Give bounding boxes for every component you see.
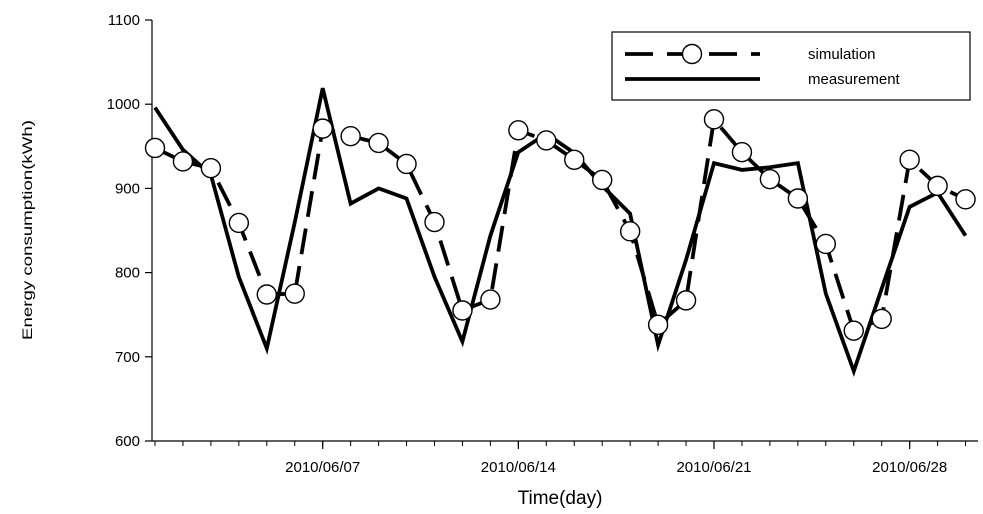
- legend-label-measurement: measurement: [808, 71, 901, 88]
- simulation-point: [564, 149, 585, 170]
- y-axis-title: Energy consumption(kWh): [19, 120, 35, 340]
- simulation-point: [508, 120, 529, 141]
- y-tick-label: 700: [115, 349, 140, 366]
- simulation-point: [256, 284, 277, 305]
- simulation-point: [675, 290, 697, 311]
- simulation-point: [368, 132, 389, 154]
- y-tick-label: 800: [115, 265, 140, 282]
- simulation-point: [899, 149, 920, 170]
- simulation-point: [619, 221, 641, 242]
- series-line-simulation: [154, 115, 967, 334]
- axes: 600 700 800 900 1000 1100 2010/06/07 2010/06/14…: [107, 12, 978, 476]
- simulation-point: [144, 137, 166, 159]
- legend-box: [611, 31, 971, 101]
- simulation-point: [843, 320, 864, 341]
- simulation-point: [759, 168, 781, 190]
- legend: simulation measurement: [611, 31, 971, 101]
- simulation-point: [480, 289, 501, 310]
- simulation-point: [647, 314, 669, 336]
- series-layer: [144, 87, 976, 377]
- simulation-point: [200, 157, 222, 179]
- simulation-point: [312, 118, 333, 139]
- legend-label-simulation: simulation: [808, 46, 876, 63]
- simulation-point: [592, 169, 613, 191]
- series-line-measurement: [153, 87, 968, 377]
- y-tick-label: 900: [115, 180, 140, 197]
- simulation-point: [731, 141, 753, 163]
- simulation-point: [172, 151, 194, 172]
- y-tick-label: 1100: [108, 12, 140, 29]
- simulation-point: [871, 308, 892, 330]
- x-tick-label: 2010/06/07: [285, 459, 360, 476]
- simulation-point: [703, 109, 725, 130]
- simulation-point: [284, 283, 305, 304]
- simulation-point: [396, 153, 417, 175]
- simulation-point: [536, 130, 557, 151]
- simulation-point: [927, 175, 948, 197]
- y-tick-label: 1000: [107, 96, 140, 113]
- simulation-point: [340, 125, 361, 147]
- simulation-point: [452, 300, 473, 321]
- simulation-point: [424, 211, 445, 233]
- simulation-point: [815, 233, 836, 255]
- x-tick-label: 2010/06/21: [676, 459, 751, 476]
- simulation-point: [787, 188, 809, 209]
- x-tick-label: 2010/06/14: [481, 459, 556, 476]
- y-tick-label: 600: [115, 433, 140, 450]
- x-tick-label: 2010/06/28: [872, 459, 947, 476]
- simulation-point: [955, 189, 976, 210]
- simulation-point: [228, 212, 250, 234]
- x-axis-title: Time(day): [518, 488, 603, 509]
- legend-marker-simulation: [681, 43, 703, 65]
